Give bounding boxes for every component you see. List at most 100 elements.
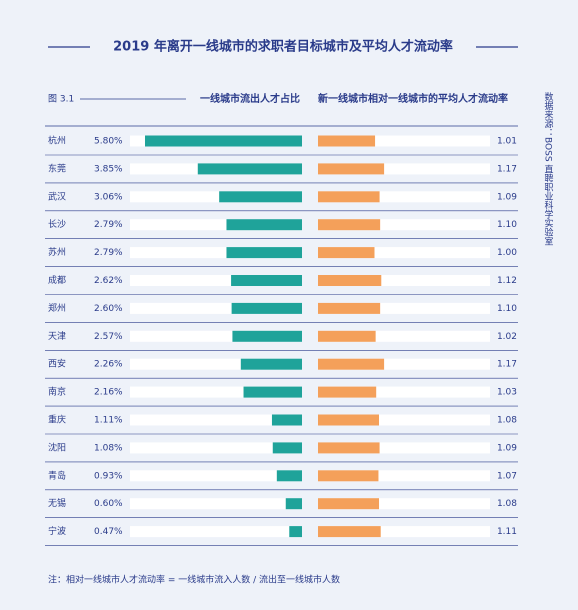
value-label: 0.60% <box>94 499 123 509</box>
bar-left <box>243 386 302 398</box>
value-label: 1.10 <box>497 220 517 230</box>
category-label: 重庆 <box>48 414 66 426</box>
bar-right <box>318 442 380 454</box>
note: 注：相对一线城市人才流动率 = 一线城市流入人数 / 流出至一线城市人数 <box>48 574 340 586</box>
category-label: 宁波 <box>48 525 66 537</box>
bar-right <box>318 135 376 147</box>
figure-label: 图 3.1 <box>48 94 74 105</box>
legend-right: 新一线城市相对一线城市的平均人才流动率 <box>318 92 508 105</box>
row-strip <box>318 302 490 314</box>
value-label: 1.03 <box>497 388 517 398</box>
bar-left <box>197 163 302 175</box>
value-label: 1.09 <box>497 192 517 202</box>
bar-left <box>232 330 302 342</box>
bar-left <box>144 135 302 147</box>
value-label: 0.47% <box>94 527 123 537</box>
bar-right <box>318 470 379 482</box>
row-strip <box>318 358 490 370</box>
row-strip <box>130 247 302 259</box>
value-label: 1.02 <box>497 332 517 342</box>
value-label: 2.26% <box>94 360 123 370</box>
value-label: 2.57% <box>94 332 123 342</box>
row-strip <box>130 219 302 231</box>
row-strip <box>318 219 490 231</box>
category-label: 青岛 <box>48 469 66 481</box>
row-strip <box>318 330 490 342</box>
row-strip <box>130 302 302 314</box>
bar-right <box>318 247 375 259</box>
bar-left <box>226 219 302 231</box>
category-label: 苏州 <box>48 246 66 258</box>
bar-right <box>318 414 380 426</box>
value-label: 2.79% <box>94 220 123 230</box>
legend-left: 一线城市流出人才占比 <box>200 92 300 105</box>
row-strip <box>318 526 490 538</box>
bar-left <box>289 526 302 538</box>
value-label: 1.17 <box>497 164 517 174</box>
bar-right <box>318 330 376 342</box>
category-label: 沈阳 <box>48 441 66 453</box>
row-strip <box>318 247 490 259</box>
row-strip <box>130 498 302 510</box>
bar-right <box>318 275 382 286</box>
value-label: 1.10 <box>497 304 517 314</box>
row-strip <box>130 442 302 454</box>
value-label: 1.09 <box>497 443 517 453</box>
value-label: 3.85% <box>94 164 123 174</box>
value-label: 0.93% <box>94 471 123 481</box>
row-strip <box>130 526 302 538</box>
category-label: 武汉 <box>48 190 66 202</box>
row-strip <box>318 498 490 510</box>
row-strip <box>130 414 302 426</box>
chart-title: 2019 年离开一线城市的求职者目标城市及平均人才流动率 <box>113 39 453 55</box>
value-label: 1.17 <box>497 360 517 370</box>
value-label: 1.12 <box>497 276 517 286</box>
row-strip <box>130 275 302 286</box>
bar-left <box>271 414 302 426</box>
row-strip <box>130 470 302 482</box>
row-strip <box>318 135 490 147</box>
value-label: 1.08 <box>497 499 517 509</box>
bar-right <box>318 386 377 398</box>
value-label: 1.01 <box>497 137 517 147</box>
bar-left <box>285 498 302 510</box>
bar-left <box>272 442 302 454</box>
row-strip <box>318 163 490 175</box>
bar-right <box>318 302 381 314</box>
row-strip <box>130 358 302 370</box>
row-strip <box>130 191 302 203</box>
bar-right <box>318 219 381 231</box>
source: 数据来源：BOSS 直聘职业科学实验室 <box>543 91 554 245</box>
value-label: 3.06% <box>94 192 123 202</box>
value-label: 2.62% <box>94 276 123 286</box>
value-label: 1.11% <box>94 416 123 426</box>
value-label: 1.08% <box>94 443 123 453</box>
value-label: 1.08 <box>497 416 517 426</box>
bar-right <box>318 498 380 510</box>
row-strip <box>318 414 490 426</box>
row-strip <box>130 386 302 398</box>
category-label: 郑州 <box>48 302 66 314</box>
value-label: 1.07 <box>497 471 517 481</box>
bar-left <box>226 247 302 259</box>
bar-right <box>318 526 381 538</box>
bar-left <box>276 470 302 482</box>
row-strip <box>318 275 490 286</box>
value-label: 1.11 <box>497 527 517 537</box>
value-label: 5.80% <box>94 137 123 147</box>
value-label: 1.00 <box>497 248 517 258</box>
bar-left <box>231 302 302 314</box>
bar-left <box>240 358 302 370</box>
value-label: 2.16% <box>94 388 123 398</box>
bar-right <box>318 358 385 370</box>
category-label: 杭州 <box>48 135 66 147</box>
row-strip <box>130 330 302 342</box>
bar-right <box>318 191 380 203</box>
value-label: 2.60% <box>94 304 123 314</box>
bar-left <box>219 191 302 203</box>
category-label: 南京 <box>48 386 66 398</box>
row-strip <box>318 442 490 454</box>
row-strip <box>318 191 490 203</box>
category-label: 西安 <box>48 358 66 370</box>
